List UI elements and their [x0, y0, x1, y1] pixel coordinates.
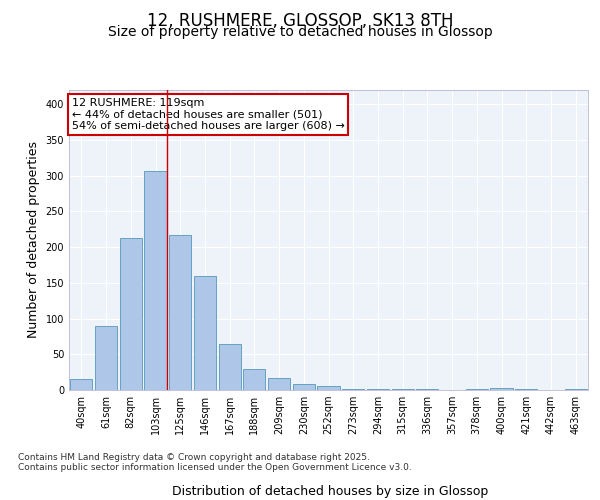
Bar — [342, 388, 364, 390]
Bar — [218, 344, 241, 390]
Bar — [490, 388, 512, 390]
Bar — [268, 378, 290, 390]
Text: Distribution of detached houses by size in Glossop: Distribution of detached houses by size … — [172, 484, 488, 498]
Text: 12, RUSHMERE, GLOSSOP, SK13 8TH: 12, RUSHMERE, GLOSSOP, SK13 8TH — [147, 12, 453, 30]
Text: Contains HM Land Registry data © Crown copyright and database right 2025.: Contains HM Land Registry data © Crown c… — [18, 454, 370, 462]
Bar — [194, 276, 216, 390]
Bar — [565, 388, 587, 390]
Bar — [317, 386, 340, 390]
Bar — [119, 238, 142, 390]
Y-axis label: Number of detached properties: Number of detached properties — [27, 142, 40, 338]
Bar — [95, 326, 117, 390]
Bar — [70, 380, 92, 390]
Bar — [169, 235, 191, 390]
Text: Contains public sector information licensed under the Open Government Licence v3: Contains public sector information licen… — [18, 464, 412, 472]
Text: 12 RUSHMERE: 119sqm
← 44% of detached houses are smaller (501)
54% of semi-detac: 12 RUSHMERE: 119sqm ← 44% of detached ho… — [71, 98, 344, 130]
Bar — [293, 384, 315, 390]
Bar — [243, 368, 265, 390]
Text: Size of property relative to detached houses in Glossop: Size of property relative to detached ho… — [107, 25, 493, 39]
Bar — [145, 172, 167, 390]
